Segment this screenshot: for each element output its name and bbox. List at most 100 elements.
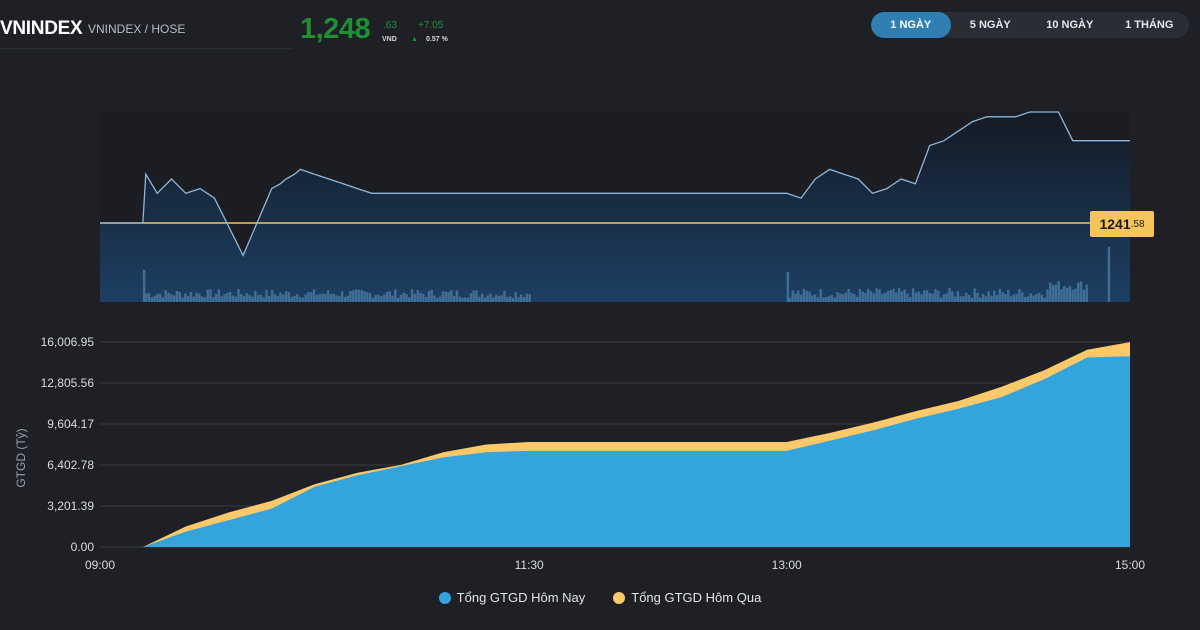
- x-tick-label: 13:00: [772, 558, 802, 572]
- volume-bar: [150, 297, 153, 302]
- volume-bar: [791, 290, 794, 302]
- volume-bar: [192, 296, 195, 302]
- volume-bar: [830, 295, 834, 302]
- volume-bar: [984, 296, 988, 302]
- volume-bar: [310, 292, 313, 302]
- volume-bar: [290, 296, 293, 302]
- legend-label-today: Tổng GTGD Hôm Nay: [456, 590, 586, 605]
- volume-bar: [198, 293, 201, 302]
- tab-1-day[interactable]: 1 NGÀY: [871, 12, 951, 38]
- volume-bar: [858, 289, 862, 302]
- current-price: 1,248: [300, 13, 371, 45]
- volume-bar: [366, 292, 369, 302]
- volume-bar: [937, 290, 940, 302]
- volume-bar: [813, 294, 817, 302]
- volume-bar: [340, 291, 344, 302]
- volume-bar: [447, 292, 450, 302]
- volume-bar: [324, 294, 327, 302]
- volume-bar: [1065, 287, 1069, 302]
- volume-bar: [156, 294, 159, 302]
- volume-bar: [259, 294, 263, 302]
- value-y-axis-label: GTGD (Tỷ): [14, 428, 28, 487]
- volume-bar: [808, 291, 811, 302]
- volume-bar: [178, 292, 181, 302]
- volume-bar: [962, 296, 965, 302]
- volume-bar: [993, 290, 996, 302]
- legend-item-today[interactable]: Tổng GTGD Hôm Nay: [438, 590, 586, 605]
- tab-10-days[interactable]: 10 NGÀY: [1046, 19, 1094, 31]
- volume-bar: [391, 295, 394, 302]
- volume-bar: [301, 297, 305, 302]
- legend-dot-yesterday: [613, 591, 626, 604]
- volume-bar: [293, 296, 296, 302]
- volume-bar: [206, 289, 209, 302]
- volume-bar: [869, 291, 873, 302]
- volume-bar: [889, 290, 892, 302]
- volume-bar: [906, 293, 909, 302]
- volume-bar: [959, 296, 962, 302]
- volume-bar: [209, 289, 212, 302]
- volume-bar: [920, 294, 923, 302]
- volume-bar: [405, 294, 408, 302]
- volume-bar: [195, 293, 198, 302]
- volume-bar: [489, 293, 492, 302]
- volume-bar: [855, 296, 859, 302]
- volume-bar: [368, 293, 372, 302]
- value-chart: 0.00 3,201.39 6,402.78 9,604.17 12,805.56 16,…: [14, 335, 1145, 572]
- tab-5-days[interactable]: 5 NGÀY: [969, 19, 1011, 31]
- chart-legend: Tổng GTGD Hôm Nay Tổng GTGD Hôm Qua: [0, 590, 1200, 605]
- volume-bar: [931, 293, 934, 302]
- x-tick-label: 09:00: [85, 558, 115, 572]
- volume-bar: [911, 288, 915, 302]
- volume-bar: [1015, 293, 1018, 302]
- volume-bar: [164, 290, 167, 302]
- value-ticks: 0.00 3,201.39 6,402.78 9,604.17 12,805.56 16,…: [41, 335, 1146, 572]
- volume-bar: [402, 292, 405, 302]
- volume-bar: [864, 293, 867, 302]
- price-line: [100, 111, 1130, 258]
- volume-bar: [480, 293, 484, 302]
- volume-bar: [338, 295, 341, 302]
- volume-bar: [466, 297, 470, 302]
- volume-bar: [799, 294, 803, 302]
- volume-bar: [1043, 297, 1046, 302]
- volume-bar: [1046, 289, 1049, 302]
- volume-bar: [408, 297, 411, 302]
- volume-bar: [1018, 289, 1021, 302]
- volume-bar: [349, 291, 352, 302]
- y-tick-label: 16,006.95: [41, 335, 95, 349]
- volume-bar: [413, 293, 417, 302]
- volume-bar: [1051, 285, 1055, 302]
- volume-bar: [1068, 286, 1072, 302]
- volume-bar: [923, 290, 926, 302]
- volume-bar: [212, 296, 215, 302]
- volume-bar: [455, 290, 459, 302]
- volume-bar: [464, 297, 467, 302]
- volume-bar: [878, 289, 881, 302]
- volume-bar: [186, 295, 190, 302]
- volume-bar: [819, 289, 822, 302]
- volume-bar: [881, 293, 884, 302]
- volume-bar: [371, 297, 375, 302]
- volume-bar: [430, 289, 433, 302]
- volume-bar: [503, 290, 506, 302]
- legend-item-yesterday[interactable]: Tổng GTGD Hôm Qua: [613, 590, 761, 605]
- volume-bar: [388, 291, 391, 302]
- volume-bar: [1032, 295, 1035, 302]
- volume-bar: [161, 297, 165, 302]
- volume-bar: [802, 288, 806, 302]
- volume-bar: [144, 293, 148, 302]
- volume-bar: [867, 288, 870, 302]
- volume-bar: [245, 293, 249, 302]
- tab-1-month[interactable]: 1 THÁNG: [1125, 19, 1174, 31]
- volume-bar: [1012, 294, 1016, 302]
- volume-bar: [794, 293, 797, 302]
- volume-bar: [953, 296, 957, 302]
- volume-bar: [242, 295, 246, 302]
- volume-bar: [329, 293, 333, 302]
- volume-bar: [847, 288, 850, 302]
- volume-bar: [998, 288, 1002, 302]
- volume-bar: [385, 291, 389, 302]
- volume-bar: [897, 288, 901, 302]
- volume-bar: [973, 288, 976, 302]
